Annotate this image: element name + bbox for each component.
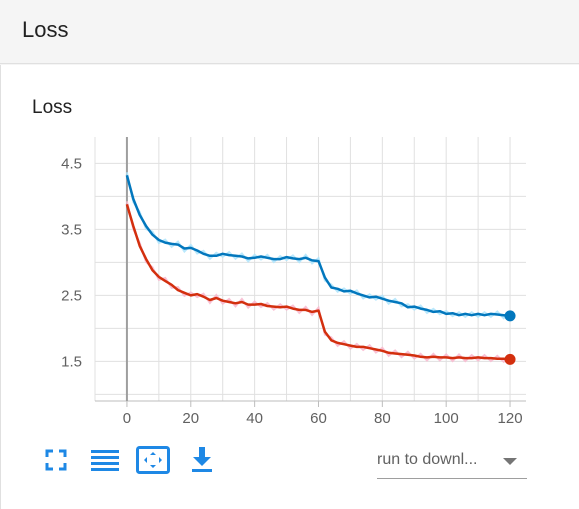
x-tick-label: 40 (246, 410, 263, 427)
series-end-point (504, 353, 516, 365)
x-tick-label: 20 (182, 410, 199, 427)
y-tick-label: 3.5 (61, 221, 82, 238)
download-icon[interactable] (190, 445, 214, 478)
x-tick-label: 120 (498, 410, 523, 427)
chevron-down-icon (503, 458, 517, 465)
run-download-select[interactable]: run to downl... (377, 445, 527, 479)
series-line (125, 174, 511, 318)
y-tick-label: 4.5 (61, 155, 82, 172)
fullscreen-icon[interactable] (45, 449, 67, 476)
section-header: Loss (0, 0, 579, 64)
x-tick-label: 80 (374, 410, 391, 427)
chart-title: Loss (32, 97, 73, 118)
loss-chart: 0 20 40 60 80 100 120 1.5 2.5 3.5 4.5 (61, 137, 526, 427)
section-title: Loss (22, 17, 69, 42)
fit-domain-icon[interactable] (136, 446, 170, 479)
data-table-icon[interactable] (91, 449, 119, 478)
x-tick-label: 60 (310, 410, 327, 427)
series-end-point (504, 310, 516, 322)
x-tick-label: 100 (434, 410, 459, 427)
y-tick-label: 1.5 (61, 353, 82, 370)
series-line (125, 203, 511, 361)
series-raw-line (125, 172, 511, 320)
x-tick-label: 0 (123, 410, 131, 427)
y-tick-label: 2.5 (61, 287, 82, 304)
series-raw-line (125, 201, 511, 364)
run-select-label: run to downl... (377, 451, 478, 468)
chart-card: Loss 0 20 40 60 80 100 120 1.5 2.5 3.5 4.5 run to … (0, 65, 579, 509)
